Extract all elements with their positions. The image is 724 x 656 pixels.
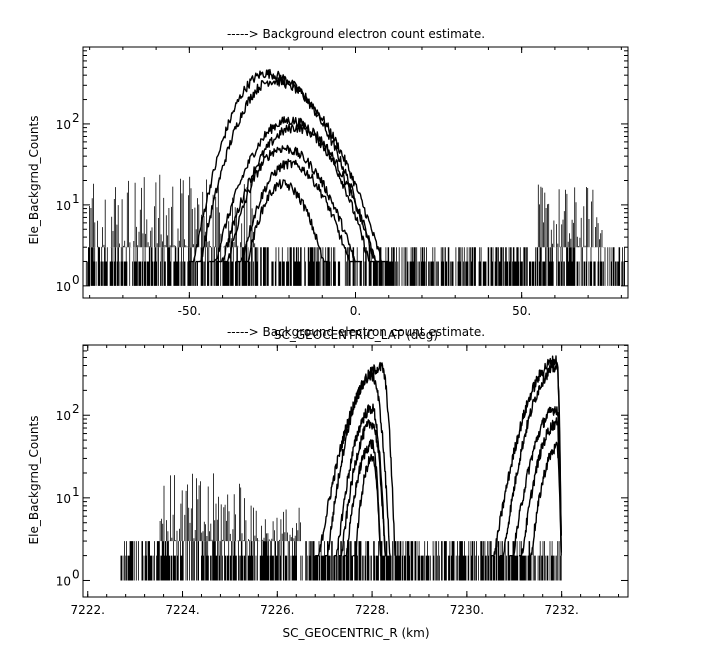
y-tick-label: 10 — [56, 409, 71, 423]
series-line — [528, 441, 562, 557]
series-line — [490, 355, 562, 557]
series-line — [209, 116, 383, 263]
spike-mark — [537, 184, 604, 248]
series-line — [215, 123, 376, 263]
y-tick-exponent: 0 — [72, 273, 80, 287]
series-line — [196, 76, 389, 263]
data-layer — [120, 355, 562, 581]
series-line — [235, 158, 356, 263]
x-tick-label: 7224. — [165, 603, 199, 617]
series-line — [518, 417, 562, 557]
plot-frame — [82, 46, 629, 299]
x-tick-label: 7230. — [450, 603, 484, 617]
chart-panel-radius: -----> Background electron count estimat… — [27, 325, 629, 640]
x-tick-label: 50. — [512, 304, 531, 318]
x-tick-label: 7222. — [71, 603, 105, 617]
y-tick-exponent: 2 — [72, 111, 80, 125]
series-line — [333, 403, 387, 557]
y-tick-label: 10 — [56, 118, 71, 132]
y-tick-exponent: 2 — [72, 402, 80, 416]
spike-mark — [159, 473, 253, 542]
x-tick-label: 0. — [350, 304, 361, 318]
series-line — [509, 406, 562, 557]
y-tick-exponent: 1 — [72, 485, 80, 499]
spike-mark — [253, 507, 301, 542]
series-line — [222, 144, 363, 263]
y-tick-label: 10 — [56, 199, 71, 213]
series-line — [324, 370, 391, 557]
y-tick-exponent: 0 — [72, 567, 80, 581]
series-line — [338, 419, 387, 557]
y-tick-label: 10 — [56, 574, 71, 588]
series-line — [352, 453, 382, 557]
data-layer — [85, 68, 625, 286]
y-tick-exponent: 1 — [72, 192, 80, 206]
x-axis-label: SC_GEOCENTRIC_R (km) — [283, 626, 430, 640]
plot-frame — [82, 344, 629, 598]
series-line — [499, 361, 562, 557]
series-line — [189, 68, 383, 263]
chart-panel-latitude: -----> Background electron count estimat… — [27, 27, 629, 342]
noise-floor-mark — [120, 541, 562, 581]
x-axis-label: SC_GEOCENTRIC_LAT (deg) — [274, 328, 438, 342]
y-axis-label: Ele_Backgrnd_Counts — [27, 416, 41, 545]
y-axis-label: Ele_Backgrnd_Counts — [27, 116, 41, 245]
chart-title: -----> Background electron count estimat… — [227, 27, 485, 41]
noise-floor-mark — [85, 247, 625, 286]
chart-title: -----> Background electron count estimat… — [227, 325, 485, 339]
series-line — [343, 439, 382, 557]
x-tick-label: 7232. — [544, 603, 578, 617]
x-tick-label: 7228. — [355, 603, 389, 617]
x-tick-label: -50. — [178, 304, 201, 318]
x-tick-label: 7226. — [260, 603, 294, 617]
y-tick-label: 10 — [56, 492, 71, 506]
series-line — [242, 179, 329, 263]
y-tick-label: 10 — [56, 280, 71, 294]
